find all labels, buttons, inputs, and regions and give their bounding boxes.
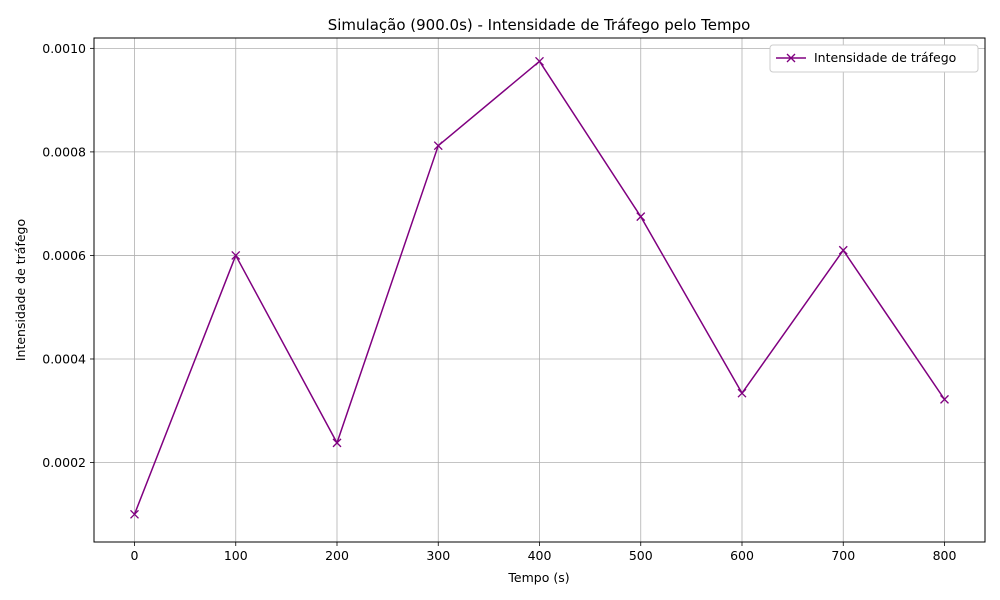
chart-title: Simulação (900.0s) - Intensidade de Tráf…: [328, 16, 751, 34]
x-axis-title: Tempo (s): [507, 570, 569, 585]
x-tick-label: 200: [325, 548, 349, 563]
legend: Intensidade de tráfego: [769, 44, 979, 73]
data-point-marker: [838, 245, 848, 255]
x-tick-label: 300: [426, 548, 450, 563]
data-point-marker: [130, 509, 139, 519]
y-tick-label: 0.0010: [42, 41, 86, 56]
x-tick-label: 800: [933, 548, 957, 563]
x-tick-label: 400: [528, 548, 552, 563]
y-axis-title: Intensidade de tráfego: [13, 219, 28, 361]
legend-label: Intensidade de tráfego: [814, 50, 956, 65]
data-point-marker: [332, 438, 342, 448]
y-tick-label: 0.0002: [42, 455, 86, 470]
series-layer: [130, 56, 949, 519]
data-point-marker: [535, 56, 544, 66]
legend-marker: [786, 53, 796, 63]
ticks: 0 100 200 300 400 500 600 700 800 0.0002 0.0004 0.0…: [42, 41, 956, 563]
data-point-marker: [231, 250, 241, 260]
x-tick-label: 700: [831, 548, 855, 563]
data-point-marker: [433, 141, 443, 151]
data-point-marker: [737, 388, 747, 398]
x-tick-label: 0: [131, 548, 139, 563]
y-tick-label: 0.0004: [42, 351, 86, 366]
x-tick-label: 100: [224, 548, 248, 563]
data-point-marker: [940, 394, 949, 404]
y-tick-label: 0.0008: [42, 144, 86, 159]
y-tick-label: 0.0006: [42, 248, 86, 263]
grid: [94, 38, 985, 542]
x-tick-label: 500: [629, 548, 653, 563]
data-point-marker: [636, 212, 646, 222]
x-tick-label: 600: [730, 548, 754, 563]
legend-box: [769, 44, 979, 73]
